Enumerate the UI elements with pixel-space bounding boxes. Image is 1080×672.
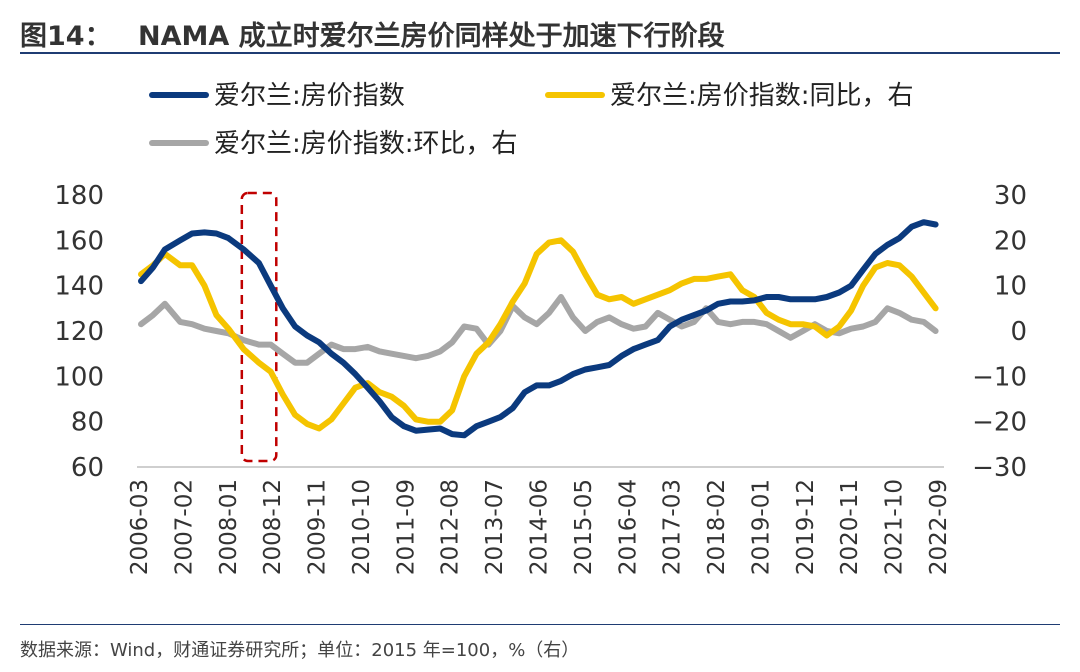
x-tick-label: 2006-03 [127, 479, 153, 575]
x-tick-label: 2017-03 [660, 479, 686, 575]
x-tick-label: 2009-11 [305, 479, 331, 575]
y-right-tick-label: −20 [972, 408, 1027, 438]
y-right-tick-label: 10 [994, 272, 1027, 302]
y-right-tick-label: 0 [1010, 317, 1027, 347]
x-tick-label: 2012-08 [438, 479, 464, 575]
x-tick-label: 2014-06 [527, 479, 553, 575]
x-tick-label: 2019-12 [793, 479, 819, 575]
legend: 爱尔兰:房价指数 爱尔兰:房价指数:同比，右 爱尔兰:房价指数:环比，右 [149, 81, 914, 159]
nama-highlight-box [240, 191, 278, 463]
y-left-tick-label: 140 [54, 272, 104, 302]
x-tick-label: 2020-11 [837, 479, 863, 575]
series-line-index [138, 219, 939, 439]
line-chart: 爱尔兰:房价指数 爱尔兰:房价指数:同比，右 爱尔兰:房价指数:环比，右 60 8… [54, 81, 1027, 575]
figure-number: 图14： [20, 21, 112, 52]
bottom-rule [20, 624, 1060, 625]
x-tick-label: 2011-09 [393, 479, 419, 575]
x-tick-label: 2016-04 [615, 479, 641, 575]
figure-title-text: NAMA 成立时爱尔兰房价同样处于加速下行阶段 [138, 21, 725, 52]
legend-label-index: 爱尔兰:房价指数 [214, 81, 405, 111]
series-line-yoy [138, 237, 939, 432]
y-right-tick-label: 20 [994, 226, 1027, 256]
y-left-tick-label: 160 [54, 226, 104, 256]
y-right-tick-label: −30 [972, 453, 1027, 483]
legend-item-mom[interactable]: 爱尔兰:房价指数:环比，右 [149, 129, 518, 159]
y-right-tick-label: 30 [994, 181, 1027, 211]
series-line-mom [138, 294, 939, 366]
x-tick-label: 2018-02 [704, 479, 730, 575]
y-left-tick-label: 120 [54, 317, 104, 347]
y-left-tick-label: 180 [54, 181, 104, 211]
axes: 60 80 100 120 140 160 180 −30 −20 −10 0 10 20 30 2006-… [54, 181, 1027, 575]
legend-item-index[interactable]: 爱尔兰:房价指数 [149, 81, 405, 111]
y-left-tick-label: 80 [71, 408, 104, 438]
x-tick-label: 2008-01 [216, 479, 242, 575]
y-right-tick-label: −10 [972, 362, 1027, 392]
figure-title: 图14： NAMA 成立时爱尔兰房价同样处于加速下行阶段 [20, 14, 725, 53]
x-tick-label: 2008-12 [260, 479, 286, 575]
x-tick-label: 2015-05 [571, 479, 597, 575]
x-tick-label: 2010-10 [349, 479, 375, 575]
legend-item-yoy[interactable]: 爱尔兰:房价指数:同比，右 [545, 81, 914, 111]
x-tick-label: 2013-07 [482, 479, 508, 575]
plot-area [138, 191, 939, 463]
source-note: 数据来源：Wind，财通证券研究所；单位：2015 年=100，%（右） [20, 640, 580, 661]
title-rule [20, 52, 1060, 54]
legend-label-yoy: 爱尔兰:房价指数:同比，右 [610, 81, 914, 111]
x-tick-label: 2022-09 [926, 479, 952, 575]
legend-label-mom: 爱尔兰:房价指数:环比，右 [214, 129, 518, 159]
y-left-tick-label: 60 [71, 453, 104, 483]
x-tick-label: 2007-02 [171, 479, 197, 575]
y-left-tick-label: 100 [54, 362, 104, 392]
x-tick-label: 2021-10 [882, 479, 908, 575]
x-tick-label: 2019-01 [748, 479, 774, 575]
